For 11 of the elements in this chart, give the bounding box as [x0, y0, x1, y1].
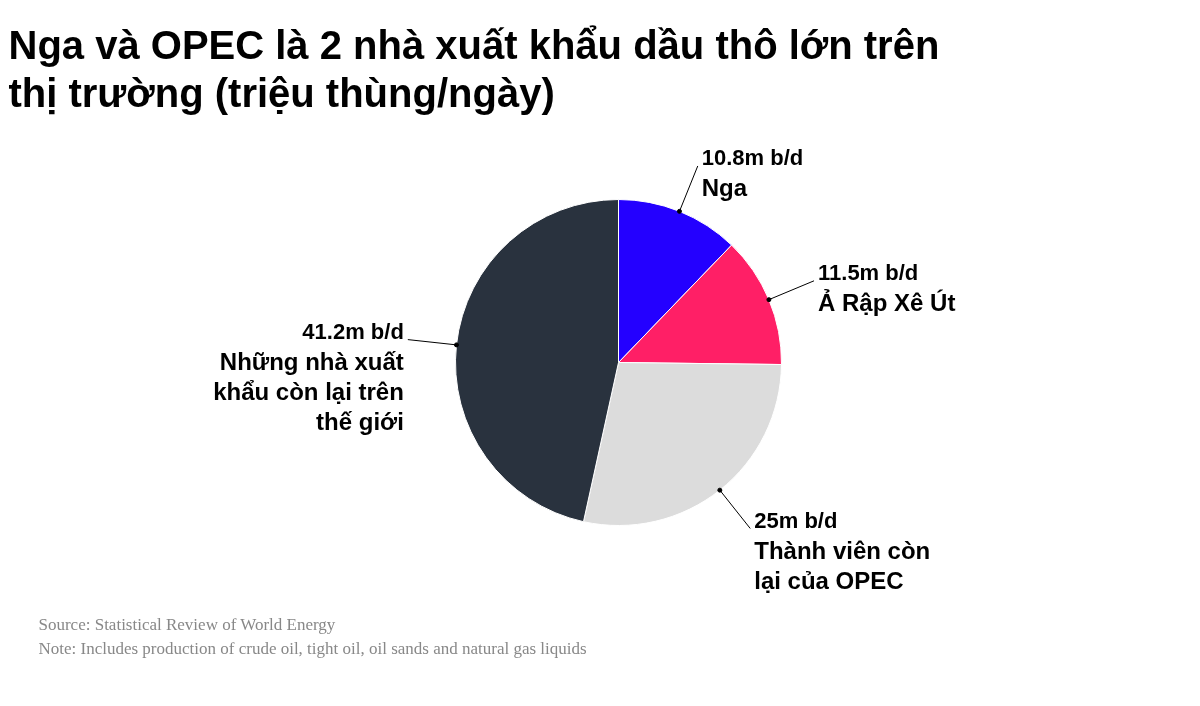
data-label: 10.8m b/d [701, 145, 804, 171]
text: Note: Includes production of crude oil, tight oil, oil sands and natural gas liquids [38, 639, 587, 658]
data-label: 25m b/d [754, 507, 838, 533]
slice-label: Nga [701, 174, 748, 202]
slice-label: Ả Rập Xê Út [818, 288, 956, 317]
slice-label: Thành viên còn lại của OPEC [754, 536, 931, 594]
slice-label: Những nhà xuất khẩu còn lại trên thế giới [213, 348, 404, 436]
source-note: Source: Statistical Review of World Energy [38, 615, 336, 634]
data-label: 41.2m b/d [302, 319, 404, 345]
data-label: 11.5m b/d [818, 260, 919, 286]
chart-title: Nga và OPEC là 2 nhà xuất khẩu dầu thô lớn trên thị trường (triệu thùng/ngày) [8, 22, 940, 115]
